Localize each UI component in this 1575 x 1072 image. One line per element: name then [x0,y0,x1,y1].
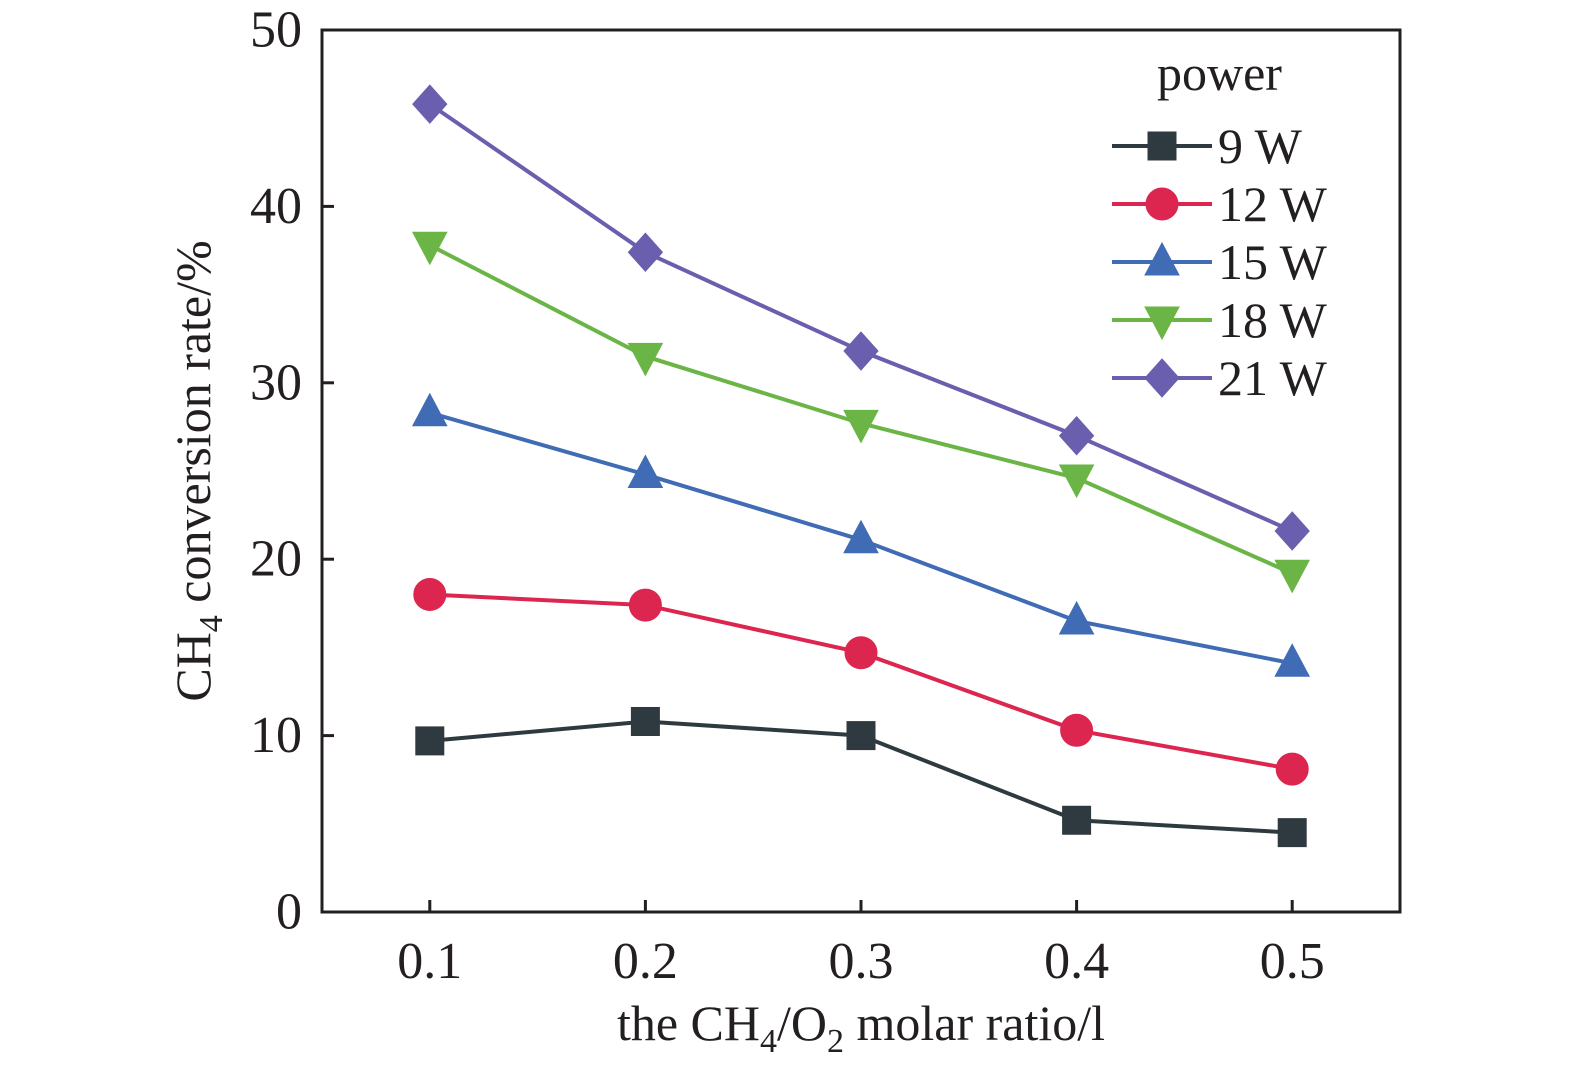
data-point [1275,752,1309,786]
series-21w [412,84,1310,551]
x-axis-title-pre: the CH [617,995,760,1051]
data-point [630,706,660,736]
data-point [411,231,448,266]
x-axis-title-post: molar ratio/l [844,995,1105,1051]
data-point [1062,805,1092,835]
y-axis-title: CH4 conversion rate/% [165,240,230,701]
legend-marker [1144,358,1180,398]
data-point [627,232,664,273]
y-tick-label: 30 [250,354,302,411]
data-point [844,636,878,670]
x-tick-label: 0.2 [613,933,678,990]
data-point [1058,600,1095,635]
legend-item: 18 W [1112,292,1328,348]
x-axis-title-sub1: 4 [760,1023,777,1060]
legend-item: 21 W [1112,350,1328,406]
legend-item: 15 W [1112,234,1328,290]
y-axis-title-post: conversion rate/% [165,240,221,615]
x-tick-label: 0.4 [1044,933,1109,990]
legend-label: 21 W [1218,350,1328,406]
legend-item: 12 W [1112,176,1328,232]
data-point [843,519,879,554]
data-point [415,726,445,756]
legend-label: 18 W [1218,292,1328,348]
legend-marker [1144,306,1180,341]
data-point [627,342,664,377]
legend-label: 9 W [1218,118,1303,174]
x-tick-label: 0.5 [1260,933,1325,990]
data-point [627,454,664,489]
data-point [628,588,662,622]
y-axis-title-sub: 4 [193,615,230,632]
data-point [843,331,879,371]
data-point [1058,415,1095,456]
legend-item: 9 W [1112,118,1303,174]
x-tick-label: 0.3 [829,933,894,990]
y-axis-ticks: 0 10 20 30 40 50 [250,2,334,941]
series-12w [413,577,1309,786]
legend-marker [1145,187,1179,221]
data-point [1274,643,1311,677]
series-layer [411,84,1311,848]
data-point [846,721,876,751]
series-9w [415,706,1307,848]
data-point [1277,818,1307,848]
legend-title: power [1157,45,1282,101]
y-tick-label: 50 [250,2,302,59]
legend-label: 15 W [1218,234,1328,290]
y-axis-title-pre: CH [165,632,221,701]
legend: power 9 W12 W15 W18 W21 W [1112,45,1328,406]
data-point [412,84,448,124]
legend-marker [1147,131,1177,161]
legend-label: 12 W [1218,176,1328,232]
y-tick-label: 10 [250,707,302,764]
series-15w [411,392,1311,677]
x-axis-title-sub2: 2 [827,1023,844,1060]
x-axis-title: the CH4/O2 molar ratio/l [617,995,1105,1060]
data-point [1060,713,1094,747]
data-point [1274,559,1311,594]
y-tick-label: 40 [250,178,302,235]
series-18w [411,231,1311,594]
data-point [1274,511,1310,551]
y-tick-label: 20 [250,531,302,588]
legend-marker [1144,241,1180,276]
y-tick-label: 0 [276,884,302,941]
data-point [843,409,879,444]
data-point [1058,464,1095,499]
data-point [413,577,447,611]
x-axis-title-mid: /O [777,995,827,1051]
x-axis-ticks: 0.1 0.2 0.3 0.4 0.5 [397,900,1325,990]
x-tick-label: 0.1 [397,933,462,990]
data-point [411,392,448,427]
